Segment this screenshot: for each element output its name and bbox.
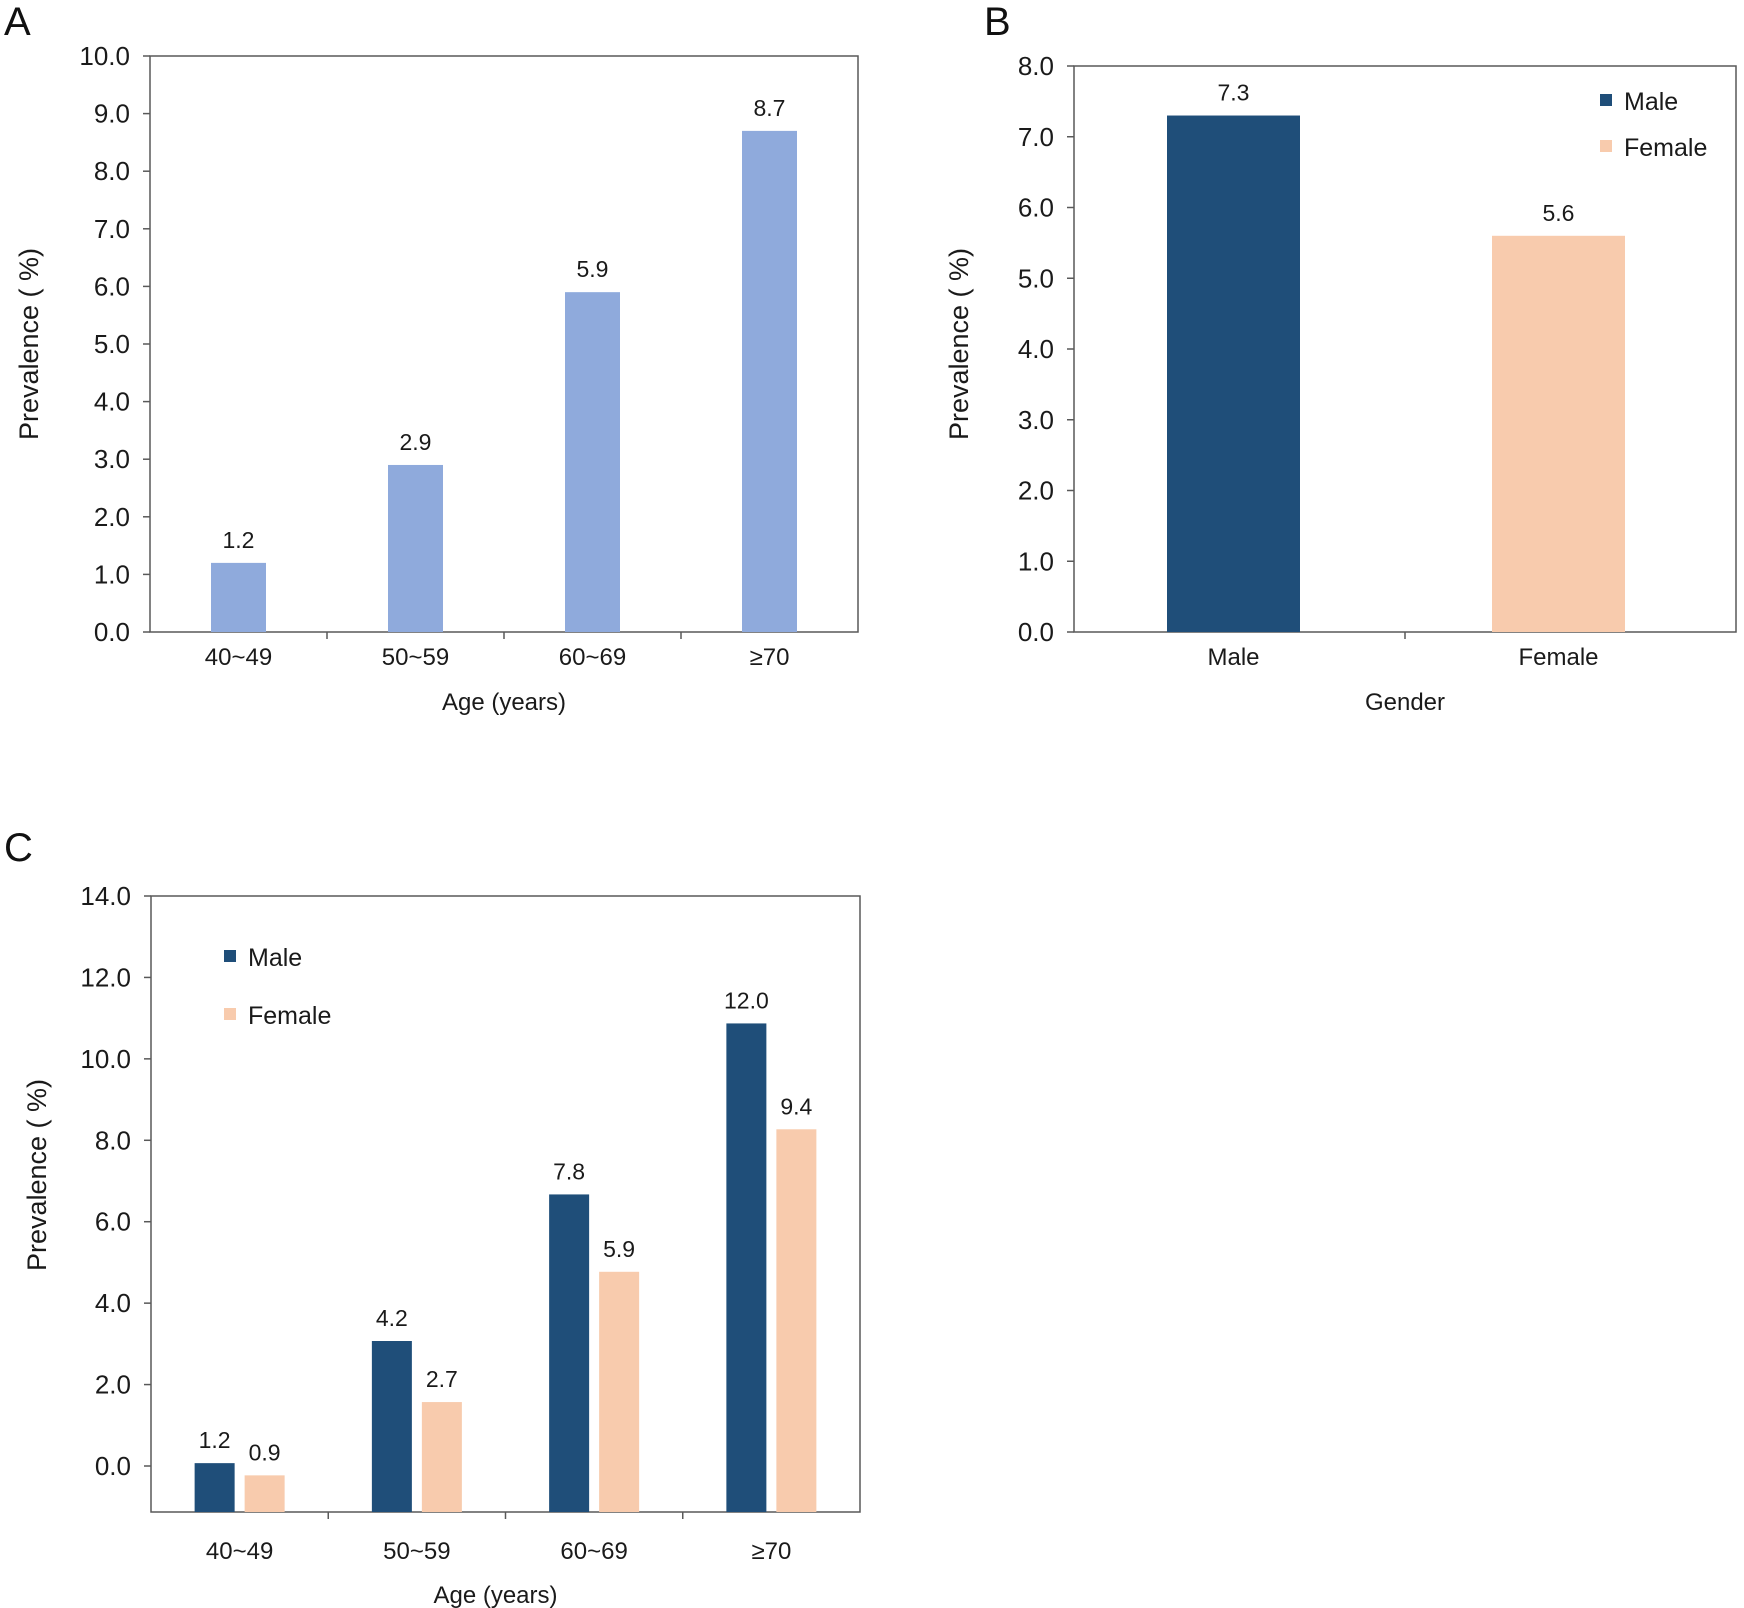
chart-c-data-label: 5.9: [603, 1236, 635, 1262]
chart-a-xtick-label: ≥70: [750, 644, 790, 671]
chart-b-ytick-label: 4.0: [1018, 334, 1054, 364]
chart-a-bar: [388, 464, 443, 632]
chart-c-xtick-label: 50~59: [383, 1538, 450, 1565]
chart-a-ytick-label: 7.0: [94, 214, 130, 244]
chart-b-x-axis-title: Gender: [1365, 689, 1445, 716]
chart-b-ytick-label: 8.0: [1018, 51, 1054, 81]
chart-a-ytick-label: 8.0: [94, 156, 130, 186]
chart-a-ytick-label: 3.0: [94, 444, 130, 474]
chart-c-x-axis-title: Age (years): [433, 1582, 557, 1608]
chart-b-data-label: 7.3: [1218, 80, 1250, 106]
chart-c-legend-swatch-male: [224, 950, 236, 962]
chart-a-x-axis-title: Age (years): [442, 689, 566, 716]
chart-a-ytick-label: 5.0: [94, 329, 130, 359]
chart-b-ytick-label: 0.0: [1018, 617, 1054, 647]
chart-a-ytick-label: 1.0: [94, 559, 130, 589]
chart-c-data-label: 2.7: [426, 1366, 458, 1392]
chart-c-bar-male: [549, 1194, 590, 1512]
chart-b-ytick-label: 2.0: [1018, 476, 1054, 506]
chart-c-xtick-label: 60~69: [560, 1538, 627, 1565]
chart-c-data-label: 9.4: [780, 1093, 812, 1119]
chart-c-data-label: 12.0: [724, 987, 769, 1013]
chart-c-xtick-label: ≥70: [751, 1538, 791, 1565]
chart-b-ytick-label: 5.0: [1018, 263, 1054, 293]
chart-a-ytick-label: 2.0: [94, 502, 130, 532]
chart-a-ytick-label: 6.0: [94, 271, 130, 301]
chart-a-data-label: 5.9: [577, 256, 609, 282]
chart-c-ytick-label: 2.0: [95, 1370, 131, 1400]
chart-a-bar: [742, 130, 797, 632]
chart-c-legend-label-male: Male: [248, 944, 302, 972]
chart-a-y-axis-title: Prevalence ( %): [14, 248, 44, 440]
chart-a-data-label: 1.2: [223, 527, 255, 553]
chart-b-y-axis-title: Prevalence ( %): [944, 248, 974, 440]
chart-a-data-label: 8.7: [754, 95, 786, 121]
chart-c-data-label: 0.9: [249, 1439, 281, 1465]
panel-label-b: B: [984, 0, 1011, 44]
chart-b-bar-female: [1492, 235, 1625, 633]
chart-c-bar-male: [371, 1341, 412, 1512]
chart-c-bar-male: [726, 1023, 767, 1512]
chart-b-bar-male: [1167, 115, 1300, 632]
chart-a-xtick-label: 60~69: [559, 644, 626, 671]
chart-c-bar-male: [194, 1463, 235, 1512]
chart-c-data-label: 1.2: [199, 1427, 231, 1453]
chart-b-ytick-label: 6.0: [1018, 193, 1054, 223]
chart-c-y-axis-title: Prevalence ( %): [22, 1079, 52, 1271]
chart-c-ytick-label: 12.0: [80, 962, 131, 992]
chart-b-legend-label-male: Male: [1624, 88, 1678, 116]
chart-a-bar: [211, 562, 266, 632]
chart-b-legend-swatch-male: [1600, 94, 1612, 106]
chart-c-bar-female: [421, 1402, 462, 1512]
chart-b-ytick-label: 1.0: [1018, 546, 1054, 576]
chart-a-data-label: 2.9: [400, 429, 432, 455]
chart-b-legend-swatch-female: [1600, 140, 1612, 152]
chart-a-bar: [565, 292, 620, 632]
chart-b-ytick-label: 3.0: [1018, 405, 1054, 435]
chart-c-ytick-label: 8.0: [95, 1125, 131, 1155]
chart-b-xtick-label: Female: [1518, 644, 1598, 671]
chart-c-ytick-label: 6.0: [95, 1207, 131, 1237]
panel-label-a: A: [4, 0, 31, 44]
chart-b-legend-label-female: Female: [1624, 134, 1707, 162]
chart-a-ytick-label: 10.0: [79, 41, 130, 71]
chart-c-xtick-label: 40~49: [206, 1538, 273, 1565]
chart-c-ytick-label: 0.0: [95, 1451, 131, 1481]
chart-c-bar-female: [776, 1129, 817, 1512]
chart-c-legend-swatch-female: [224, 1008, 236, 1020]
chart-c-ytick-label: 14.0: [80, 881, 131, 911]
chart-c-legend-label-female: Female: [248, 1002, 331, 1030]
chart-c-ytick-label: 4.0: [95, 1288, 131, 1318]
chart-b-data-label: 5.6: [1543, 200, 1575, 226]
chart-c-data-label: 4.2: [376, 1305, 408, 1331]
chart-c-bar-female: [599, 1271, 640, 1512]
chart-c-data-label: 7.8: [553, 1158, 585, 1184]
chart-a-xtick-label: 40~49: [205, 644, 272, 671]
chart-a-xtick-label: 50~59: [382, 644, 449, 671]
chart-b-ytick-label: 7.0: [1018, 122, 1054, 152]
chart-c-bar-female: [244, 1475, 285, 1512]
chart-c-ytick-label: 10.0: [80, 1044, 131, 1074]
panel-label-c: C: [4, 826, 33, 870]
chart-a-ytick-label: 4.0: [94, 387, 130, 417]
chart-b-xtick-label: Male: [1207, 644, 1259, 671]
chart-a-ytick-label: 9.0: [94, 99, 130, 129]
chart-a-ytick-label: 0.0: [94, 617, 130, 647]
